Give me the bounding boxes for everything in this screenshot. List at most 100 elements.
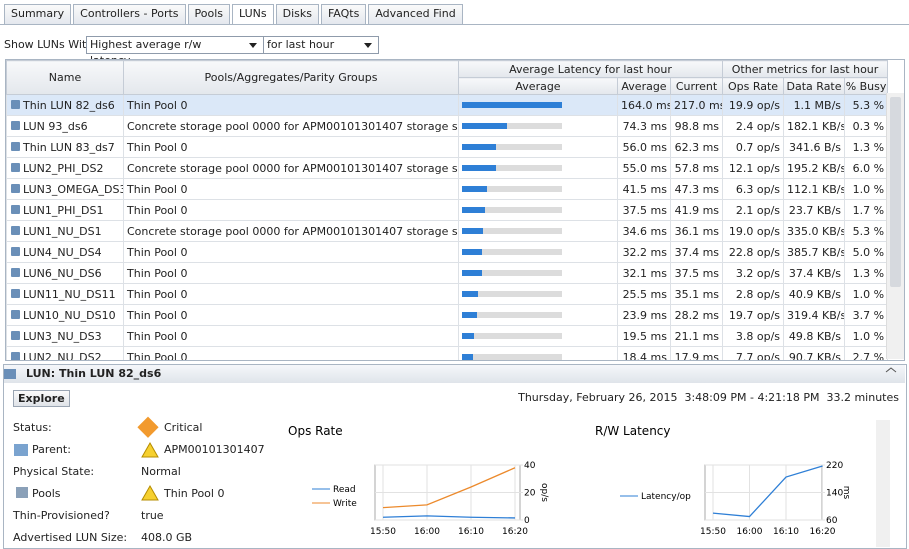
lun-icon bbox=[11, 120, 20, 130]
property-value: 408.0 GB bbox=[141, 531, 193, 544]
bar-track bbox=[462, 228, 562, 234]
scrollbar[interactable] bbox=[886, 93, 904, 359]
explore-button[interactable]: Explore bbox=[13, 390, 70, 407]
period-select[interactable]: for last hour bbox=[263, 36, 379, 54]
lun-icon bbox=[4, 369, 16, 379]
table-row[interactable]: LUN3_OMEGA_DS3 Thin Pool 0 41.5 ms 47.3 ms 6… bbox=[6, 178, 889, 200]
latency-bar bbox=[462, 123, 508, 129]
lun-name: LUN3_OMEGA_DS3 bbox=[23, 182, 124, 196]
lun-icon bbox=[11, 225, 20, 235]
latency-bar bbox=[462, 291, 478, 297]
lun-name: LUN11_NU_DS11 bbox=[23, 287, 116, 301]
lun-icon-shape bbox=[11, 120, 20, 130]
property-value: Normal bbox=[141, 465, 181, 478]
name-cell: LUN11_NU_DS11 bbox=[6, 283, 124, 305]
tab[interactable]: Disks bbox=[275, 4, 319, 24]
tab[interactable]: Advanced Find bbox=[368, 4, 463, 24]
y-tick-label: 140 bbox=[826, 489, 843, 499]
name-cell: LUN10_NU_DS10 bbox=[6, 304, 124, 326]
lun-name: LUN1_PHI_DS1 bbox=[23, 203, 104, 217]
lun-name: LUN10_NU_DS10 bbox=[23, 308, 116, 322]
table-row[interactable]: LUN4_NU_DS4 Thin Pool 0 32.2 ms 37.4 ms 22.8… bbox=[6, 241, 889, 263]
bar-track bbox=[462, 102, 562, 108]
y-tick-label: 220 bbox=[826, 461, 843, 471]
header[interactable]: Current bbox=[669, 77, 724, 95]
x-tick-label: 16:00 bbox=[414, 527, 440, 537]
collapse-icon[interactable] bbox=[885, 367, 897, 373]
metric-cell: 1.0 % bbox=[844, 283, 889, 305]
property-value: true bbox=[141, 509, 164, 522]
x-tick-label: 16:00 bbox=[737, 527, 763, 537]
table-row[interactable]: LUN1_PHI_DS1 Thin Pool 0 37.5 ms 41.9 ms 2.1… bbox=[6, 199, 889, 221]
metric-cell: 3.7 % bbox=[844, 304, 889, 326]
bar-track bbox=[462, 144, 562, 150]
bar-track bbox=[462, 123, 562, 129]
property-label: Pools bbox=[32, 487, 61, 500]
lun-icon bbox=[11, 288, 20, 298]
table-row[interactable]: LUN10_NU_DS10 Thin Pool 0 23.9 ms 28.2 ms 19… bbox=[6, 304, 889, 326]
bar-track bbox=[462, 165, 562, 171]
metric-cell: 17.9 ms bbox=[669, 346, 724, 360]
pool-cell: Concrete storage pool 0000 for APM001013… bbox=[123, 220, 459, 242]
tab[interactable]: Summary bbox=[4, 4, 72, 24]
name-cell: Thin LUN 83_ds7 bbox=[6, 136, 124, 158]
x-tick-label: 16:20 bbox=[810, 527, 836, 537]
metric-cell: 2.1 op/s bbox=[722, 199, 785, 221]
metric-cell: 164.0 ms bbox=[617, 94, 671, 116]
latency-bar bbox=[462, 249, 482, 255]
header[interactable]: Average bbox=[458, 77, 618, 95]
tab[interactable]: LUNs bbox=[232, 4, 274, 25]
lun-name: Thin LUN 83_ds7 bbox=[23, 140, 115, 154]
chart-title: Ops Rate bbox=[288, 424, 343, 438]
header[interactable]: Data Rate bbox=[783, 77, 846, 95]
x-tick-label: 16:10 bbox=[773, 527, 799, 537]
table-row[interactable]: LUN1_NU_DS1 Concrete storage pool 0000 fo… bbox=[6, 220, 889, 242]
metric-cell: 57.8 ms bbox=[669, 157, 724, 179]
latency-bar bbox=[462, 207, 485, 213]
table-row[interactable]: LUN6_NU_DS6 Thin Pool 0 32.1 ms 37.5 ms 3.2 … bbox=[6, 262, 889, 284]
bar-cell bbox=[458, 115, 618, 137]
metric-cell: 19.0 op/s bbox=[722, 220, 785, 242]
detail-header: LUN: Thin LUN 82_ds6 bbox=[4, 365, 905, 383]
lun-icon bbox=[11, 267, 20, 277]
lun-icon-shape bbox=[11, 267, 20, 277]
header[interactable]: % Busy bbox=[844, 77, 889, 95]
bar-track bbox=[462, 249, 562, 255]
tab[interactable]: FAQts bbox=[320, 4, 367, 24]
metric-cell: 1.3 % bbox=[844, 262, 889, 284]
header[interactable]: Ops Rate bbox=[722, 77, 785, 95]
table-row[interactable]: Thin LUN 83_ds7 Thin Pool 0 56.0 ms 62.3 ms… bbox=[6, 136, 889, 158]
table-row[interactable]: LUN11_NU_DS11 Thin Pool 0 25.5 ms 35.1 ms 2.… bbox=[6, 283, 889, 305]
header[interactable]: Average bbox=[617, 77, 671, 95]
table-row[interactable]: LUN2_NU_DS2 Thin Pool 0 18.4 ms 17.9 ms 7.7 … bbox=[6, 346, 889, 360]
metric-cell: 35.1 ms bbox=[669, 283, 724, 305]
bar-track bbox=[462, 207, 562, 213]
metric-cell: 6.0 % bbox=[844, 157, 889, 179]
tab-line bbox=[0, 24, 909, 25]
metric-cell: 1.1 MB/s bbox=[783, 94, 846, 116]
latency-bar bbox=[462, 165, 496, 171]
lun-name: LUN4_NU_DS4 bbox=[23, 245, 102, 259]
timestamp: Thursday, February 26, 2015 3:48:09 PM -… bbox=[518, 391, 899, 404]
property-label: Thin-Provisioned? bbox=[13, 509, 110, 522]
table-row[interactable]: Thin LUN 82_ds6 Thin Pool 0 164.0 ms 217.0 … bbox=[6, 94, 889, 116]
panel-scrollbar[interactable] bbox=[876, 420, 890, 547]
header-group: Average Latency for last hour bbox=[457, 60, 724, 78]
bar-track bbox=[462, 186, 562, 192]
metric-cell: 49.8 KB/s bbox=[783, 325, 846, 347]
lun-grid: Name Pools/Aggregates/Parity Groups Averag… bbox=[5, 59, 905, 361]
lun-icon-shape bbox=[11, 183, 20, 193]
table-row[interactable]: LUN 93_ds6 Concrete storage pool 0000 for… bbox=[6, 115, 889, 137]
metric-cell: 319.4 KB/s bbox=[783, 304, 846, 326]
tab[interactable]: Controllers - Ports bbox=[73, 4, 186, 24]
detail-title: LUN: Thin LUN 82_ds6 bbox=[26, 367, 162, 380]
pool-cell: Thin Pool 0 bbox=[123, 136, 459, 158]
tab[interactable]: Pools bbox=[187, 4, 231, 24]
header[interactable]: Name bbox=[6, 60, 124, 95]
metric-cell: 74.3 ms bbox=[617, 115, 671, 137]
lun-icon-shape bbox=[11, 330, 20, 340]
name-cell: LUN2_NU_DS2 bbox=[6, 346, 124, 360]
property-label: Status: bbox=[13, 421, 52, 434]
x-tick-label: 15:50 bbox=[370, 527, 396, 537]
header[interactable]: Pools/Aggregates/Parity Groups bbox=[123, 60, 459, 95]
